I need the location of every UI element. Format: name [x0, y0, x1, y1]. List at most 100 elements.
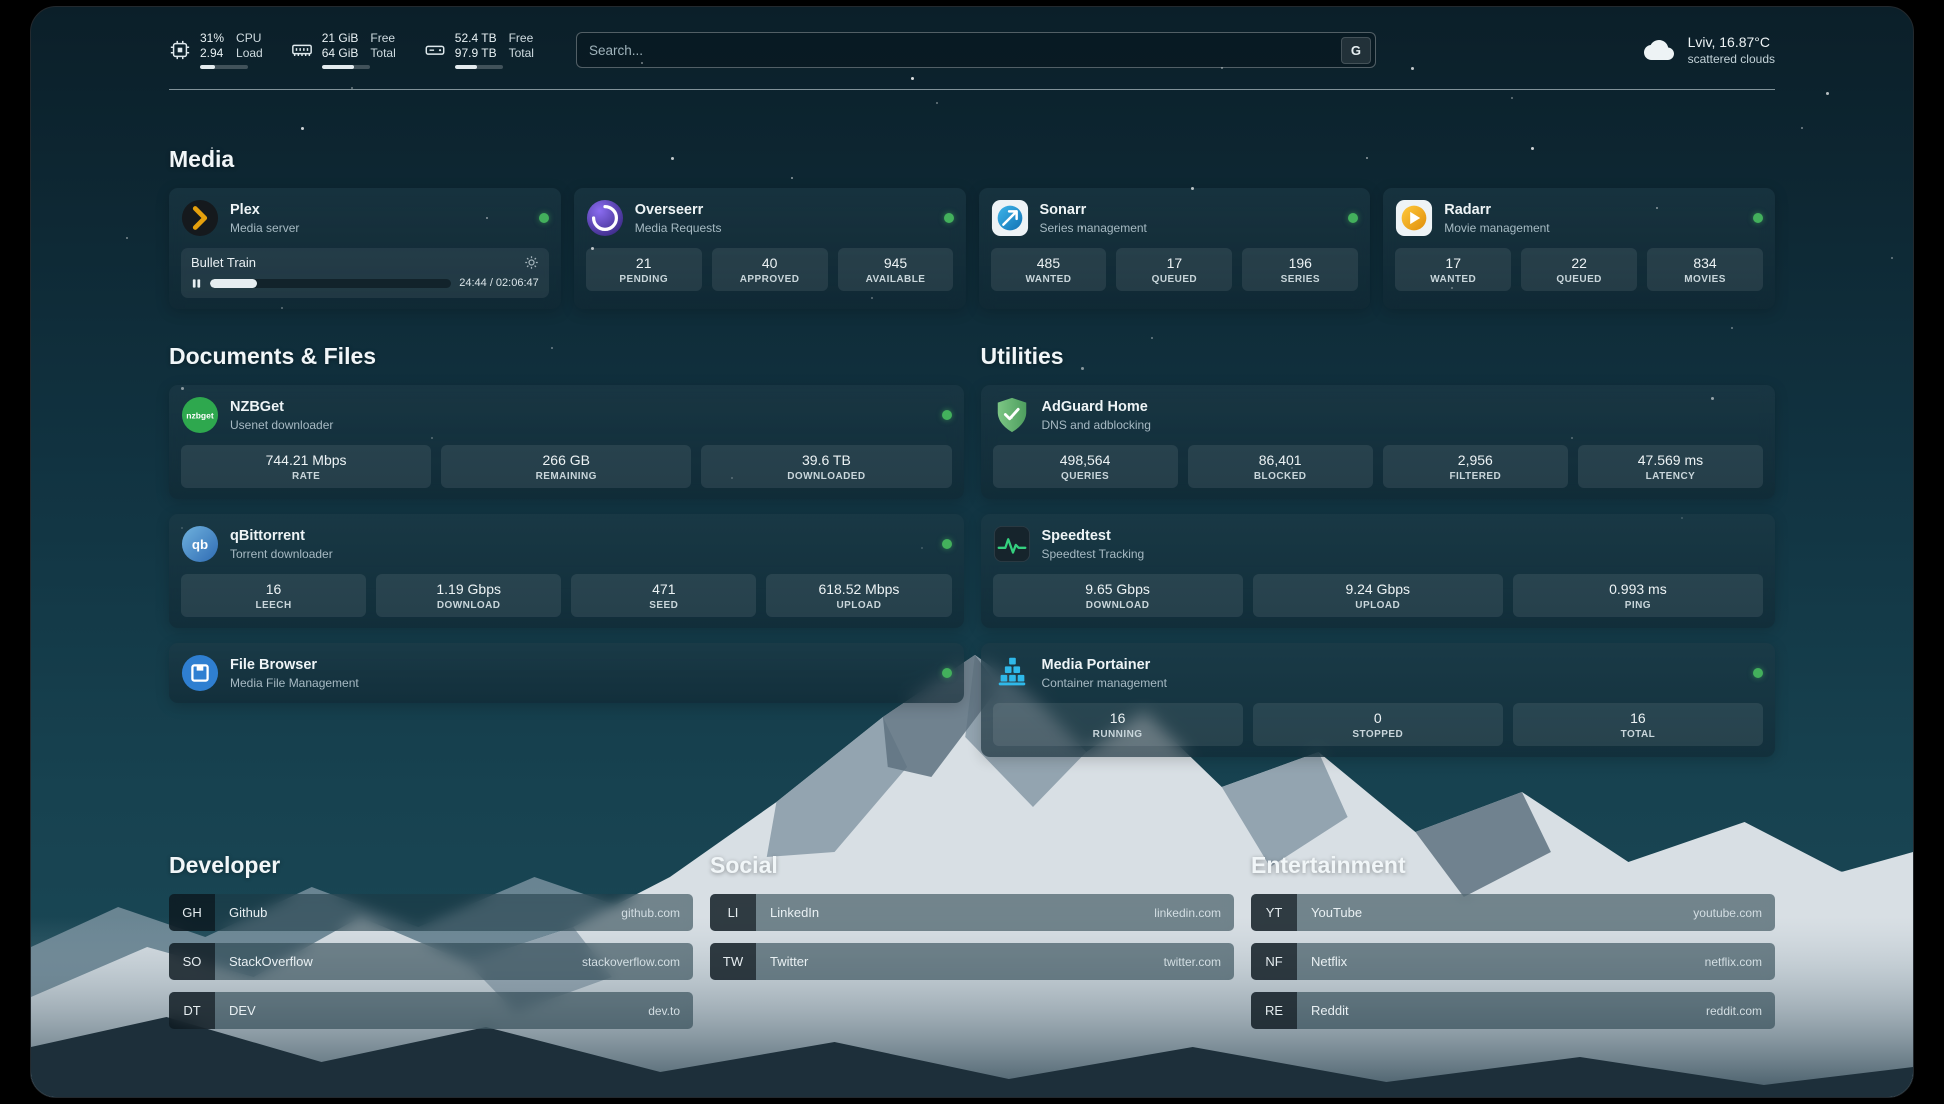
service-card-nzbget[interactable]: nzbget NZBGet Usenet downloader 744.21 M… [169, 385, 964, 499]
filebrowser-icon [181, 654, 219, 692]
now-playing-title: Bullet Train [191, 255, 257, 270]
bookmark-stackoverflow[interactable]: SO StackOverflow stackoverflow.com [169, 943, 693, 980]
service-description: Usenet downloader [230, 417, 334, 432]
bookmark-name: YouTube [1311, 905, 1363, 920]
disk-progress-bar [454, 65, 503, 69]
pause-button[interactable] [191, 278, 202, 289]
status-indicator [941, 539, 952, 549]
bookmark-twitter[interactable]: TW Twitter twitter.com [710, 943, 1234, 980]
cpu-icon [169, 39, 191, 61]
stat-movies: 834 MOVIES [1647, 248, 1763, 291]
status-indicator [1348, 213, 1359, 223]
service-name: NZBGet [230, 398, 284, 415]
bookmark-abbr: DT [169, 992, 215, 1029]
status-indicator [941, 410, 952, 420]
section-title-social: Social [710, 852, 778, 878]
section-title-documents: Documents & Files [169, 343, 377, 369]
svg-text:qb: qb [192, 537, 208, 552]
service-card-speedtest[interactable]: Speedtest Speedtest Tracking 9.65 Gbps D… [980, 514, 1775, 628]
now-playing-panel: Bullet Train [181, 248, 549, 298]
search-bar[interactable]: G [575, 32, 1376, 68]
section-title-developer: Developer [169, 852, 281, 878]
stat-ping: 0.993 ms PING [1512, 574, 1763, 617]
overseerr-icon [586, 199, 624, 237]
memory-free-label: Free [370, 31, 396, 45]
bookmark-github[interactable]: GH Github github.com [169, 894, 693, 931]
bookmark-name: DEV [229, 1003, 256, 1018]
service-card-qbittorrent[interactable]: qb qBittorrent Torrent downloader 16 LEE… [169, 514, 964, 628]
bookmark-dev[interactable]: DT DEV dev.to [169, 992, 693, 1029]
bookmark-url: stackoverflow.com [581, 954, 680, 969]
cpu-label: CPU [236, 31, 262, 45]
search-provider-button[interactable]: G [1340, 36, 1371, 64]
stat-queries: 498,564 QUERIES [992, 445, 1178, 488]
bookmark-url: youtube.com [1693, 905, 1762, 920]
gear-icon[interactable] [524, 255, 539, 270]
bookmark-reddit[interactable]: RE Reddit reddit.com [1251, 992, 1775, 1029]
stat-series: 196 SERIES [1242, 248, 1359, 291]
stat-queued: 22 QUEUED [1521, 248, 1638, 291]
disk-free-label: Free [508, 31, 534, 45]
bookmark-linkedin[interactable]: LI LinkedIn linkedin.com [710, 894, 1234, 931]
service-description: Torrent downloader [230, 546, 333, 561]
bookmark-url: twitter.com [1163, 954, 1221, 969]
bookmark-netflix[interactable]: NF Netflix netflix.com [1251, 943, 1775, 980]
weather-location: Lviv, 16.87°C [1687, 34, 1770, 50]
bookmark-abbr: TW [710, 943, 756, 980]
service-description: Movie management [1444, 220, 1550, 235]
service-card-adguard[interactable]: AdGuard Home DNS and adblocking 498,564 … [980, 385, 1775, 499]
bookmark-abbr: YT [1251, 894, 1297, 931]
bookmark-name: Netflix [1311, 954, 1348, 969]
service-name: Speedtest [1041, 527, 1111, 544]
service-name: Overseerr [634, 201, 704, 218]
disk-free-value: 52.4 TB [454, 31, 497, 45]
memory-metric: 21 GiB Free 64 GiB Total [291, 31, 396, 69]
service-description: Series management [1039, 220, 1147, 235]
service-description: Media Requests [634, 220, 722, 235]
bookmark-abbr: LI [710, 894, 756, 931]
cpu-metric: 31% CPU 2.94 Load [169, 31, 263, 69]
bookmark-youtube[interactable]: YT YouTube youtube.com [1251, 894, 1775, 931]
service-card-overseerr[interactable]: Overseerr Media Requests 21 PENDING 40 A… [573, 188, 966, 309]
weather-widget: Lviv, 16.87°C scattered clouds [1641, 34, 1775, 66]
section-title-entertainment: Entertainment [1251, 852, 1406, 878]
service-name: Sonarr [1039, 201, 1087, 218]
status-indicator [943, 213, 954, 223]
memory-progress-bar [321, 65, 370, 69]
status-indicator [538, 213, 549, 223]
service-card-sonarr[interactable]: Sonarr Series management 485 WANTED 17 Q… [978, 188, 1371, 309]
stat-wanted: 485 WANTED [990, 248, 1107, 291]
disk-total-value: 97.9 TB [454, 46, 497, 60]
cpu-usage-value: 31% [200, 31, 225, 45]
bookmark-name: Reddit [1311, 1003, 1349, 1018]
cloud-icon [1641, 35, 1677, 65]
bookmark-url: linkedin.com [1154, 905, 1221, 920]
service-name: qBittorrent [230, 527, 305, 544]
service-description: Media server [230, 220, 300, 235]
svg-text:nzbget: nzbget [186, 410, 214, 420]
stat-blocked: 86,401 BLOCKED [1187, 445, 1373, 488]
disk-total-label: Total [508, 46, 534, 60]
service-card-portainer[interactable]: Media Portainer Container management 16 … [980, 643, 1775, 757]
section-documents: Documents & Files nzbget NZBGet Usenet d [169, 343, 964, 772]
memory-icon [291, 39, 313, 61]
service-name: Radarr [1444, 201, 1491, 218]
bookmark-abbr: SO [169, 943, 215, 980]
radarr-icon [1395, 199, 1433, 237]
memory-total-value: 64 GiB [321, 46, 359, 60]
sonarr-icon [991, 199, 1029, 237]
status-indicator [1753, 668, 1763, 678]
bookmark-name: Github [229, 905, 268, 920]
service-description: Media File Management [230, 675, 359, 690]
playback-time: 24:44 / 02:06:47 [459, 277, 539, 289]
playback-progress-bar[interactable] [210, 278, 452, 288]
bookmark-abbr: NF [1251, 943, 1297, 980]
stat-remaining: 266 GB REMAINING [441, 445, 692, 488]
bookmark-name: Twitter [770, 954, 809, 969]
stat-available: 945 AVAILABLE [837, 248, 954, 291]
service-card-filebrowser[interactable]: File Browser Media File Management [169, 643, 964, 703]
search-input[interactable] [576, 42, 1341, 58]
service-card-radarr[interactable]: Radarr Movie management 17 WANTED 22 QUE… [1383, 188, 1775, 309]
stat-queued: 17 QUEUED [1116, 248, 1233, 291]
service-card-plex[interactable]: Plex Media server Bullet Train [169, 188, 561, 309]
